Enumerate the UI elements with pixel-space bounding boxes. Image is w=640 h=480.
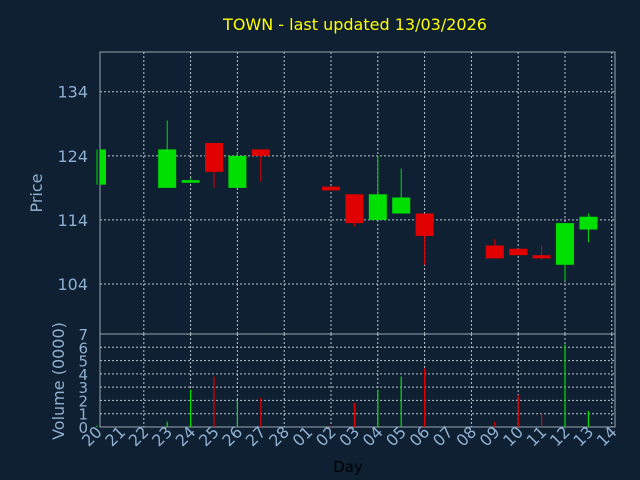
candle-11 xyxy=(532,245,551,260)
volume-y-tick: 3 xyxy=(78,379,88,397)
price-y-tick: 104 xyxy=(57,275,88,294)
x-tick-labels: 2021222324252627280102030405060708091011… xyxy=(78,422,621,450)
price-y-tick: 134 xyxy=(57,83,88,102)
candle-03 xyxy=(345,194,364,227)
candle-body xyxy=(322,186,340,191)
price-panel: 104 114 124 134 Price xyxy=(27,51,616,335)
volume-y-tick: 1 xyxy=(78,406,88,424)
candle-06 xyxy=(415,213,434,265)
candle-12 xyxy=(556,223,574,281)
price-y-tick-labels: 104 114 124 134 xyxy=(57,83,88,294)
candle-25 xyxy=(205,143,223,188)
candle-04 xyxy=(368,155,387,220)
volume-y-tick: 4 xyxy=(78,366,88,384)
candle-20 xyxy=(96,149,106,185)
candle-body xyxy=(251,149,270,156)
volume-y-tick: 0 xyxy=(78,419,88,437)
volume-axis-label: Volume (0000) xyxy=(49,322,68,440)
candle-body xyxy=(181,180,200,183)
candle-23 xyxy=(158,120,177,188)
volume-panel-frame xyxy=(99,333,616,428)
candle-05 xyxy=(392,168,411,214)
price-y-tick: 114 xyxy=(57,211,88,230)
candle-body xyxy=(205,143,223,172)
candle-body xyxy=(415,213,434,236)
candle-body xyxy=(345,194,364,224)
candle-body xyxy=(368,194,387,220)
volume-bars xyxy=(96,344,590,427)
price-candles xyxy=(96,120,598,281)
candle-body xyxy=(579,216,598,230)
candle-27 xyxy=(251,149,270,182)
candle-body xyxy=(556,223,574,265)
candle-24 xyxy=(181,178,200,183)
candle-13 xyxy=(579,213,598,243)
candle-body xyxy=(228,155,247,188)
price-y-tick: 124 xyxy=(57,147,88,166)
candle-body xyxy=(485,245,504,259)
price-axis-label: Price xyxy=(27,173,46,212)
volume-y-tick: 7 xyxy=(78,326,88,344)
candle-26 xyxy=(228,152,247,188)
candle-body xyxy=(100,149,106,185)
candle-body xyxy=(532,255,551,259)
candle-10 xyxy=(509,248,528,256)
volume-y-tick: 6 xyxy=(78,339,88,357)
candle-body xyxy=(158,149,177,188)
candle-body xyxy=(392,197,411,214)
price-grid xyxy=(100,52,615,334)
candle-body xyxy=(509,248,528,256)
x-axis-label: Day xyxy=(333,458,363,476)
candle-02 xyxy=(322,186,340,191)
candle-09 xyxy=(485,239,504,259)
chart-title: TOWN - last updated 13/03/2026 xyxy=(222,15,487,34)
volume-y-tick: 5 xyxy=(78,353,88,371)
volume-y-tick: 2 xyxy=(78,392,88,410)
